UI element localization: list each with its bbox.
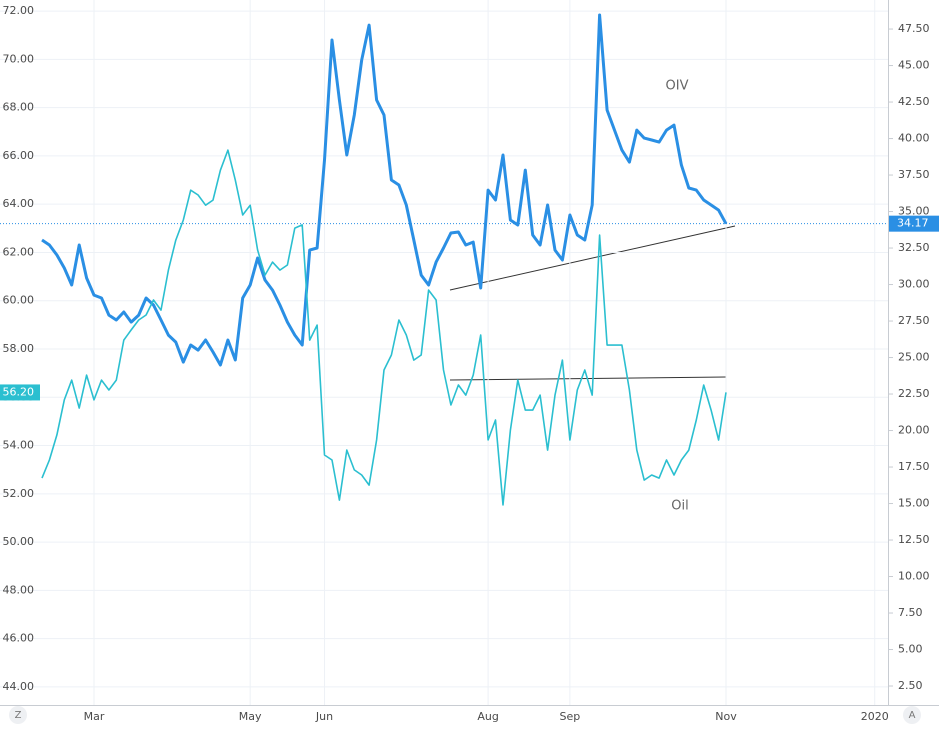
y-tick-label: 54.00: [3, 439, 35, 452]
y2-tick-label: 40.00: [898, 132, 930, 145]
y2-tick-label: 2.50: [898, 679, 923, 692]
price-label-box: [889, 215, 939, 232]
x-tick-label: Mar: [84, 710, 105, 723]
x-tick-label: May: [239, 710, 262, 723]
y-tick-label: 44.00: [3, 680, 35, 693]
x-tick-label: Aug: [477, 710, 498, 723]
scale-button-label[interactable]: A: [909, 710, 916, 721]
y2-tick-label: 5.00: [898, 643, 923, 656]
price-label: 34.17: [897, 217, 929, 230]
y2-tick-label: 12.50: [898, 533, 930, 546]
y-tick-label: 46.00: [3, 632, 35, 645]
y-tick-label: 68.00: [3, 101, 35, 114]
y2-tick-label: 37.50: [898, 168, 930, 181]
y-tick-label: 52.00: [3, 487, 35, 500]
y2-tick-label: 15.00: [898, 497, 930, 510]
y2-tick-label: 32.50: [898, 241, 930, 254]
trend-line: [449, 225, 736, 291]
y2-tick-label: 17.50: [898, 460, 930, 473]
price-label: 56.20: [3, 385, 35, 398]
x-tick-label: Nov: [715, 710, 737, 723]
y2-tick-label: 10.00: [898, 570, 930, 583]
y2-tick-label: 25.00: [898, 351, 930, 364]
y-tick-label: 72.00: [3, 4, 35, 17]
y2-tick-label: 42.50: [898, 95, 930, 108]
x-tick-label: Jun: [315, 710, 333, 723]
annotation: OIV: [666, 79, 689, 94]
y-tick-label: 64.00: [3, 197, 35, 210]
annotation: Oil: [671, 499, 688, 514]
y2-tick-label: 47.50: [898, 22, 930, 35]
scale-button[interactable]: [9, 706, 27, 724]
y2-tick-label: 7.50: [898, 606, 923, 619]
y-tick-label: 60.00: [3, 294, 35, 307]
scale-button-label[interactable]: Z: [15, 710, 22, 721]
y2-tick-label: 27.50: [898, 314, 930, 327]
y-tick-label: 70.00: [3, 52, 35, 65]
y-tick-label: 50.00: [3, 535, 35, 548]
y2-tick-label: 45.00: [898, 59, 930, 72]
y-tick-label: 66.00: [3, 149, 35, 162]
y-tick-label: 62.00: [3, 245, 35, 258]
grid: [0, 0, 888, 705]
series-line: [41, 149, 727, 506]
y-tick-label: 48.00: [3, 583, 35, 596]
y2-tick-label: 35.00: [898, 205, 930, 218]
series-line: [41, 13, 728, 367]
scale-button[interactable]: [903, 706, 921, 724]
y2-tick-label: 20.00: [898, 424, 930, 437]
y-tick-label: 58.00: [3, 342, 35, 355]
x-tick-label: 2020: [861, 710, 889, 723]
y2-tick-label: 30.00: [898, 278, 930, 291]
price-label-box: [0, 384, 40, 401]
x-tick-label: Sep: [560, 710, 581, 723]
y2-tick-label: 22.50: [898, 387, 930, 400]
